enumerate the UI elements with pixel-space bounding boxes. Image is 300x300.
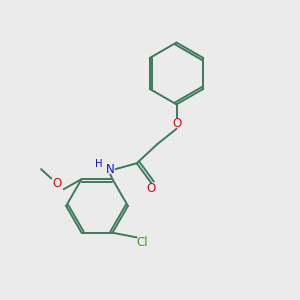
Text: H: H (95, 159, 103, 169)
Text: O: O (172, 117, 181, 130)
Text: Cl: Cl (137, 236, 148, 249)
Text: O: O (52, 177, 62, 190)
Text: N: N (106, 163, 115, 176)
Text: O: O (147, 182, 156, 195)
